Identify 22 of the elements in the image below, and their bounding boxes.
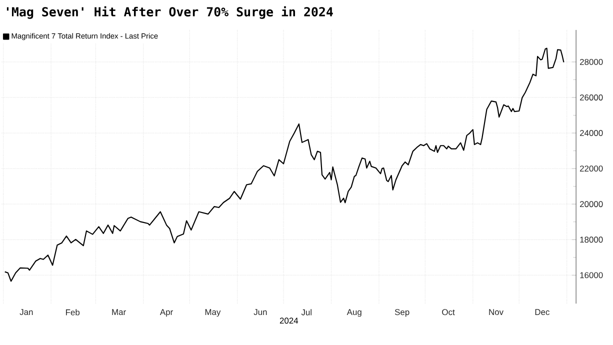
x-tick-label: Jan xyxy=(20,309,33,316)
x-tick-label: Oct xyxy=(442,309,455,316)
y-tick-label: 22000 xyxy=(580,166,603,172)
y-tick-label: 16000 xyxy=(580,272,603,278)
x-tick-label: Sep xyxy=(394,309,410,317)
y-tick-label: 26000 xyxy=(580,94,603,101)
x-tick-label: Dec xyxy=(535,309,550,316)
x-tick-label: Aug xyxy=(346,309,362,317)
x-tick-label: May xyxy=(205,309,221,317)
x-tick-label: Jun xyxy=(254,309,267,316)
x-tick-label: Mar xyxy=(112,309,126,316)
x-tick-label: Feb xyxy=(66,309,80,316)
x-tick-label: Apr xyxy=(160,309,173,317)
line-series xyxy=(4,48,564,282)
chart-title: 'Mag Seven' Hit After Over 70% Surge in 2024 xyxy=(6,6,333,20)
x-tick-label: Jul xyxy=(301,309,312,316)
y-tick-label: 24000 xyxy=(580,130,603,136)
y-tick-label: 20000 xyxy=(580,201,603,208)
y-tick-label: 18000 xyxy=(580,236,603,243)
x-tick-label: Nov xyxy=(489,309,504,316)
x-axis-title: 2024 xyxy=(280,318,298,324)
y-tick-label: 28000 xyxy=(580,59,603,66)
